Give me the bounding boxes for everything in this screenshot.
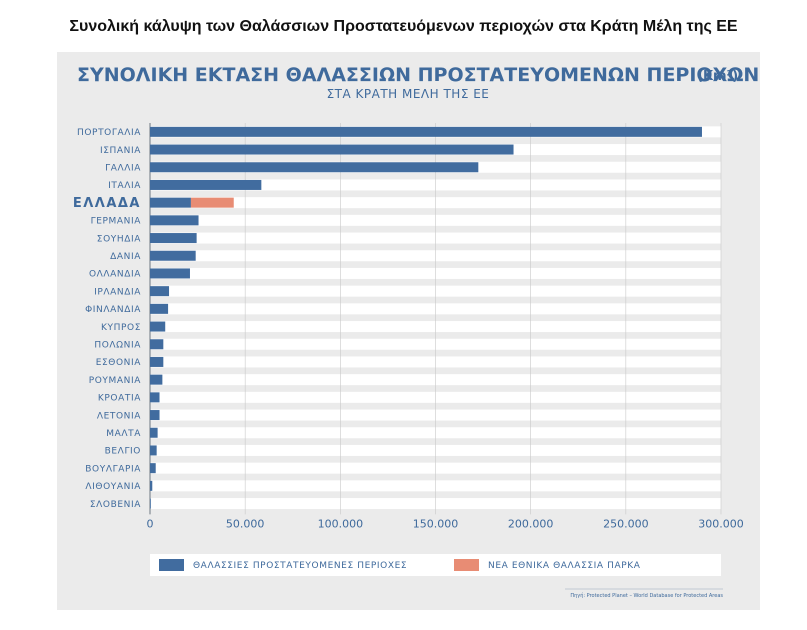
- bar: [150, 498, 151, 509]
- category-label: ΠΟΛΩΝΙΑ: [94, 340, 141, 350]
- bar: [150, 179, 262, 190]
- bar: [150, 286, 170, 297]
- category-label: ΣΟΥΗΔΙΑ: [97, 234, 141, 244]
- legend-swatch-protected-areas: [159, 559, 184, 571]
- bar: [150, 197, 191, 208]
- chart-title-unit: (Km²): [697, 69, 738, 84]
- x-tick-label: 200.000: [508, 517, 554, 530]
- bar: [150, 126, 702, 137]
- bar: [150, 215, 199, 226]
- bar: [150, 463, 156, 474]
- bar: [150, 303, 169, 314]
- bar: [150, 321, 166, 332]
- bar: [150, 250, 196, 261]
- legend-swatch-marine-parks: [454, 559, 479, 571]
- bar: [150, 339, 164, 350]
- category-label: ΛΙΘΟΥΑΝΙΑ: [85, 482, 141, 492]
- category-label: ΙΣΠΑΝΙΑ: [100, 146, 141, 156]
- category-label: ΡΟΥΜΑΝΙΑ: [89, 376, 142, 386]
- bar: [150, 427, 158, 438]
- x-tick-label: 300.000: [698, 517, 744, 530]
- legend-label-protected-areas: ΘΑΛΑΣΣΙΕΣ ΠΡΟΣΤΑΤΕΥΟΜΕΝΕΣ ΠΕΡΙΟΧΕΣ: [193, 561, 407, 571]
- legend-label-marine-parks: ΝΕΑ ΕΘΝΙΚΑ ΘΑΛΑΣΣΙΑ ΠΑΡΚΑ: [488, 561, 641, 571]
- bar: [150, 445, 157, 456]
- x-tick-label: 100.000: [318, 517, 364, 530]
- x-tick-label: 50.000: [226, 517, 265, 530]
- bar: [150, 162, 479, 173]
- category-label: ΓΑΛΛΙΑ: [105, 163, 141, 173]
- category-label: ΒΟΥΛΓΑΡΙΑ: [85, 464, 141, 474]
- category-label: ΓΕΡΜΑΝΙΑ: [91, 217, 142, 227]
- category-label: ΜΑΛΤΑ: [106, 429, 141, 439]
- bar: [150, 268, 190, 279]
- bars: [150, 126, 702, 509]
- bar: [190, 197, 234, 208]
- x-tick-label: 0: [147, 517, 154, 530]
- category-label: ΠΟΡΤΟΓΑΛΙΑ: [77, 128, 141, 138]
- bar: [150, 480, 153, 491]
- category-label: ΦΙΝΛΑΝΔΙΑ: [85, 305, 141, 315]
- chart-subtitle: ΣΤΑ ΚΡΑΤΗ ΜΕΛΗ ΤΗΣ ΕΕ: [327, 87, 490, 101]
- category-labels: ΠΟΡΤΟΓΑΛΙΑ ΙΣΠΑΝΙΑ ΓΑΛΛΙΑ ΙΤΑΛΙΑ ΕΛΛΑΔΑ ΓΕΡΜΑ…: [73, 128, 141, 510]
- bar-chart: ΣΥΝΟΛΙΚΗ ΕΚΤΑΣΗ ΘΑΛΑΣΣΙΩΝ ΠΡΟΣΤΑΤΕΥΟΜΕΝΩ…: [73, 64, 759, 599]
- chart-title: ΣΥΝΟΛΙΚΗ ΕΚΤΑΣΗ ΘΑΛΑΣΣΙΩΝ ΠΡΟΣΤΑΤΕΥΟΜΕΝΩ…: [77, 64, 759, 86]
- category-label: ΔΑΝΙΑ: [110, 252, 141, 262]
- bar: [150, 144, 514, 155]
- legend: ΘΑΛΑΣΣΙΕΣ ΠΡΟΣΤΑΤΕΥΟΜΕΝΕΣ ΠΕΡΙΟΧΕΣ ΝΕΑ Ε…: [150, 554, 721, 576]
- bar: [150, 233, 197, 244]
- chart-panel: ΣΥΝΟΛΙΚΗ ΕΚΤΑΣΗ ΘΑΛΑΣΣΙΩΝ ΠΡΟΣΤΑΤΕΥΟΜΕΝΩ…: [57, 52, 760, 610]
- bar: [150, 374, 163, 385]
- category-label: ΛΕΤΟΝΙΑ: [97, 411, 141, 421]
- bar: [150, 410, 160, 421]
- category-label: ΒΕΛΓΙΟ: [105, 447, 141, 457]
- source-note: Πηγή: Protected Planet – World Database …: [570, 592, 723, 599]
- category-label: ΚΡΟΑΤΙΑ: [98, 394, 141, 404]
- category-label: ΕΛΛΑΔΑ: [73, 196, 141, 211]
- category-label: ΙΤΑΛΙΑ: [108, 181, 141, 191]
- category-label: ΚΥΠΡΟΣ: [101, 323, 141, 333]
- category-label: ΙΡΛΑΝΔΙΑ: [94, 287, 141, 297]
- category-label: ΕΣΘΟΝΙΑ: [96, 358, 142, 368]
- category-label: ΟΛΛΑΝΔΙΑ: [89, 270, 141, 280]
- x-tick-labels: 0 50.000 100.000 150.000 200.000 250.000 300.0…: [147, 517, 744, 530]
- page-title: Συνολική κάλυψη των Θαλάσσιων Προστατευό…: [69, 18, 738, 35]
- x-tick-label: 150.000: [413, 517, 459, 530]
- bar: [150, 392, 160, 403]
- x-tick-label: 250.000: [603, 517, 649, 530]
- legend-band: [150, 554, 721, 576]
- category-label: ΣΛΟΒΕΝΙΑ: [90, 500, 141, 510]
- bar: [150, 356, 164, 367]
